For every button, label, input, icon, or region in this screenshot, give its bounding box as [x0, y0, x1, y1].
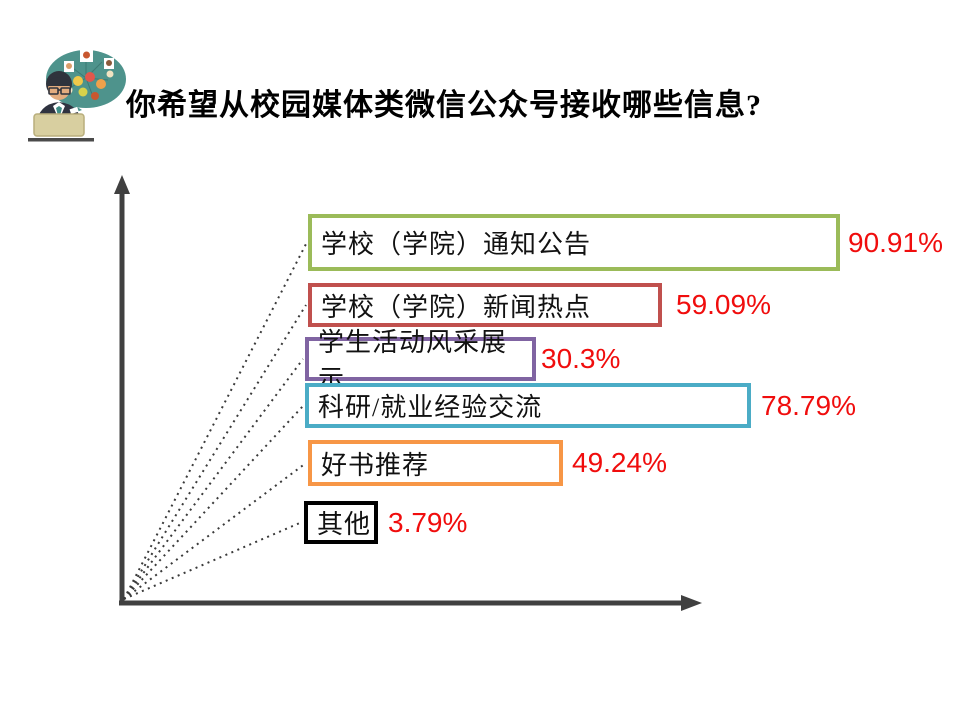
bar-notice: 学校（学院）通知公告 [308, 214, 840, 271]
value-label: 78.79% [761, 389, 856, 421]
y-axis-arrow [114, 175, 130, 194]
bar-label: 其他 [317, 510, 372, 539]
leader-lines [123, 243, 307, 600]
x-axis-arrow [681, 595, 702, 611]
bar-label: 科研/就业经验交流 [318, 393, 543, 422]
bar-books: 好书推荐 [308, 440, 563, 486]
bar-label: 好书推荐 [321, 450, 430, 480]
bar-experience: 科研/就业经验交流 [305, 383, 751, 428]
value-label: 3.79% [388, 506, 468, 538]
bar-other: 其他 [304, 501, 378, 544]
bar-news: 学校（学院）新闻热点 [308, 283, 662, 327]
page-title: 你希望从校园媒体类微信公众号接收哪些信息? [126, 89, 762, 122]
value-label: 49.24% [572, 447, 667, 478]
bar-activities: 学生活动风采展示 [305, 328, 536, 394]
bar-label: 学校（学院）通知公告 [321, 230, 592, 259]
bar-label: 学校（学院）新闻热点 [321, 292, 592, 322]
value-label: 90.91% [848, 226, 943, 258]
presenter-clipart-icon [28, 50, 126, 142]
value-label: 30.3% [541, 343, 621, 374]
value-label: 59.09% [676, 289, 771, 320]
